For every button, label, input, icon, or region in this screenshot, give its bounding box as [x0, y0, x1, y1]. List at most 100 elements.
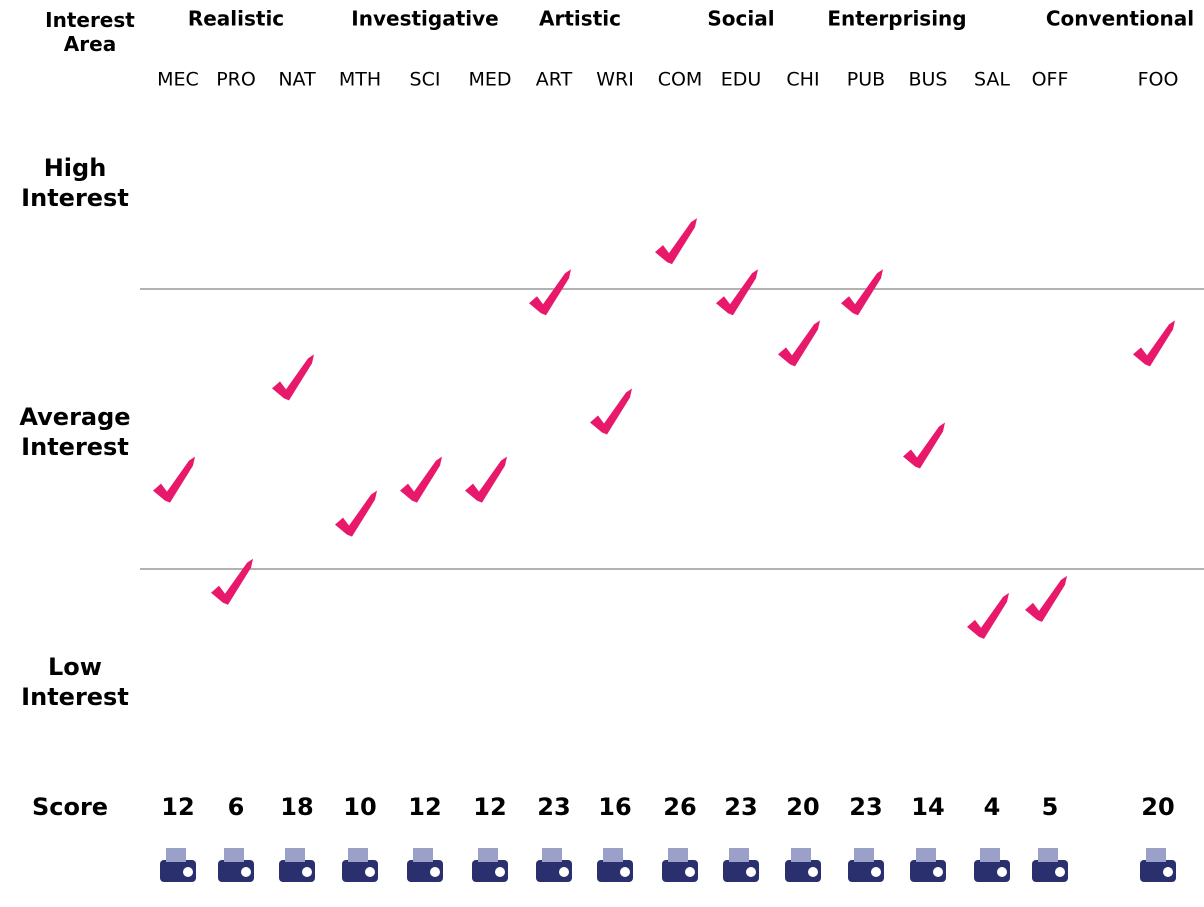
- checkmark: [967, 593, 1009, 639]
- checkmark: [1025, 576, 1067, 622]
- icon-part: [413, 848, 433, 862]
- checkmark: [153, 457, 195, 503]
- category-label: ART: [536, 69, 573, 91]
- area-icon: [407, 848, 443, 882]
- category-label: EDU: [721, 69, 762, 91]
- category-label: FOO: [1138, 69, 1179, 91]
- score: 23: [724, 793, 757, 821]
- checkmark: [778, 320, 820, 366]
- icon-part: [302, 867, 312, 877]
- row-label: High Interest: [5, 153, 145, 213]
- score: 4: [984, 793, 1001, 821]
- category-label: MTH: [339, 69, 381, 91]
- score: 12: [408, 793, 441, 821]
- area-icon: [279, 848, 315, 882]
- area-icon: [160, 848, 196, 882]
- checkmark: [400, 457, 442, 503]
- icon-part: [495, 867, 505, 877]
- area-icon: [218, 848, 254, 882]
- group-label: Artistic: [539, 7, 621, 31]
- icon-part: [183, 867, 193, 877]
- area-icon: [723, 848, 759, 882]
- icon-part: [668, 848, 688, 862]
- icon-part: [1163, 867, 1173, 877]
- icon-part: [980, 848, 1000, 862]
- icon-part: [1055, 867, 1065, 877]
- icon-part: [430, 867, 440, 877]
- score-label: Score: [10, 793, 130, 821]
- category-label: SAL: [974, 69, 1010, 91]
- category-label: MED: [468, 69, 511, 91]
- area-icon: [848, 848, 884, 882]
- checkmark: [272, 354, 314, 400]
- area-icon: [536, 848, 572, 882]
- icon-part: [933, 867, 943, 877]
- icon-part: [685, 867, 695, 877]
- checkmark: [716, 269, 758, 315]
- group-label: Investigative: [351, 7, 498, 31]
- x-axis-label: Interest Area: [30, 8, 150, 56]
- chart: RealisticInvestigativeArtisticSocialEnte…: [0, 0, 1204, 907]
- score: 12: [473, 793, 506, 821]
- area-icon: [472, 848, 508, 882]
- checkmark: [335, 491, 377, 537]
- icon-part: [542, 848, 562, 862]
- score: 20: [786, 793, 819, 821]
- score: 16: [598, 793, 631, 821]
- group-label: Conventional: [1046, 7, 1194, 31]
- area-icon: [1140, 848, 1176, 882]
- icon-part: [1146, 848, 1166, 862]
- score: 23: [537, 793, 570, 821]
- icon-part: [1038, 848, 1058, 862]
- category-label: SCI: [410, 69, 441, 91]
- checkmark: [529, 269, 571, 315]
- area-icon: [785, 848, 821, 882]
- checkmark: [903, 423, 945, 469]
- category-label: NAT: [278, 69, 316, 91]
- group-label: Enterprising: [827, 7, 966, 31]
- icon-part: [854, 848, 874, 862]
- score: 6: [228, 793, 245, 821]
- icon-part: [871, 867, 881, 877]
- icon-part: [241, 867, 251, 877]
- score: 5: [1042, 793, 1059, 821]
- icon-part: [559, 867, 569, 877]
- category-label: PUB: [847, 69, 885, 91]
- area-icon: [342, 848, 378, 882]
- icon-part: [916, 848, 936, 862]
- checkmark: [590, 388, 632, 434]
- group-label: Realistic: [188, 7, 284, 31]
- category-label: PRO: [216, 69, 256, 91]
- score: 14: [911, 793, 944, 821]
- icon-part: [365, 867, 375, 877]
- icon-part: [603, 848, 623, 862]
- category-label: WRI: [596, 69, 634, 91]
- score: 23: [849, 793, 882, 821]
- category-label: CHI: [786, 69, 819, 91]
- area-icon: [597, 848, 633, 882]
- category-label: MEC: [157, 69, 199, 91]
- category-label: BUS: [908, 69, 947, 91]
- score: 20: [1141, 793, 1174, 821]
- interest-profile: RealisticInvestigativeArtisticSocialEnte…: [0, 0, 1204, 907]
- icon-part: [285, 848, 305, 862]
- icon-part: [166, 848, 186, 862]
- category-label: OFF: [1032, 69, 1069, 91]
- icon-part: [997, 867, 1007, 877]
- checkmark: [1133, 320, 1175, 366]
- score: 12: [161, 793, 194, 821]
- icon-part: [348, 848, 368, 862]
- checkmark: [841, 269, 883, 315]
- score: 10: [343, 793, 376, 821]
- score: 26: [663, 793, 696, 821]
- category-label: COM: [658, 69, 703, 91]
- area-icon: [1032, 848, 1068, 882]
- checkmark: [211, 559, 253, 605]
- checkmark: [465, 457, 507, 503]
- icon-part: [746, 867, 756, 877]
- checkmark: [655, 218, 697, 264]
- area-icon: [974, 848, 1010, 882]
- row-label: Average Interest: [5, 402, 145, 462]
- icon-part: [791, 848, 811, 862]
- icon-part: [620, 867, 630, 877]
